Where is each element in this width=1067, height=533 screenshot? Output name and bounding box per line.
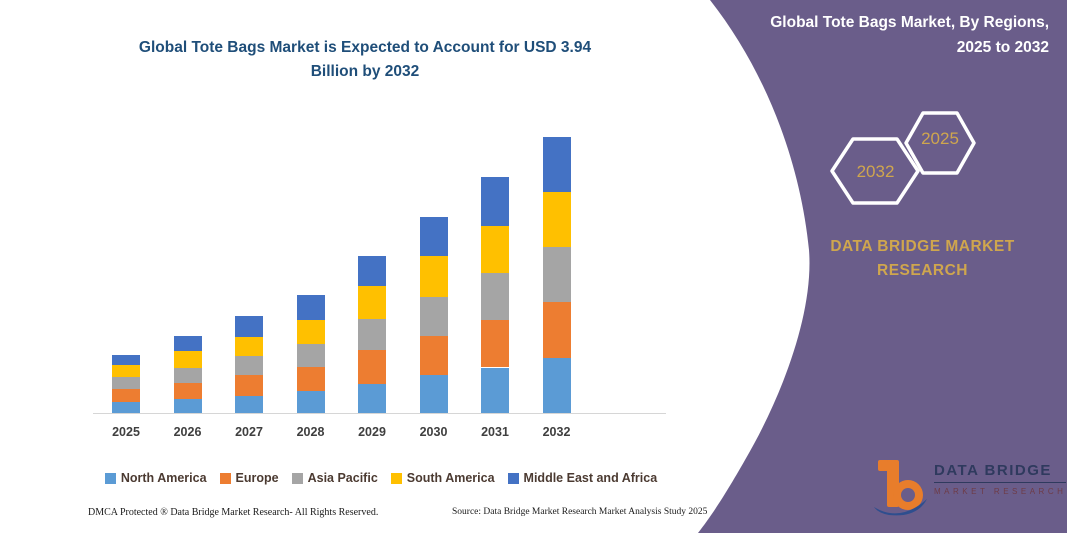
brand-wordmark: DATA BRIDGE MARKET RESEARCH bbox=[795, 235, 1050, 283]
hexagon-2025-label: 2025 bbox=[921, 129, 959, 148]
bar-segment-north-america-2025 bbox=[112, 401, 140, 413]
bar-segment-north-america-2026 bbox=[173, 399, 202, 413]
bar-segment-asia-pacific-2030 bbox=[419, 296, 448, 336]
bar-segment-middle-east-and-africa-2027 bbox=[235, 315, 263, 338]
bar-segment-south-america-2028 bbox=[296, 319, 325, 345]
bar-segment-north-america-2028 bbox=[296, 391, 325, 413]
chart-title: Global Tote Bags Market is Expected to A… bbox=[115, 36, 615, 84]
bar-segment-south-america-2026 bbox=[173, 351, 202, 369]
legend-swatch-middle-east-and-africa bbox=[507, 472, 519, 484]
data-bridge-logo: DATA BRIDGE MARKET RESEARCH bbox=[872, 452, 1067, 528]
x-axis-label-2030: 2030 bbox=[419, 425, 448, 439]
panel-title-line2: 2025 to 2032 bbox=[956, 39, 1049, 56]
legend-item-middle-east-and-africa: Middle East and Africa bbox=[507, 471, 658, 485]
panel-title: Global Tote Bags Market, By Regions, 202… bbox=[719, 10, 1049, 60]
x-axis-label-2031: 2031 bbox=[481, 425, 509, 439]
legend-swatch-north-america bbox=[104, 472, 116, 484]
x-axis-label-2029: 2029 bbox=[358, 425, 386, 439]
purple-panel-shape bbox=[698, 0, 1067, 533]
bar-segment-europe-2032 bbox=[542, 302, 571, 359]
x-axis-label-2025: 2025 bbox=[112, 425, 140, 439]
bar-segment-europe-2028 bbox=[296, 366, 325, 392]
bar-segment-south-america-2031 bbox=[481, 226, 509, 273]
hexagon-2032-label: 2032 bbox=[856, 162, 895, 181]
bar-segment-asia-pacific-2025 bbox=[112, 376, 140, 390]
bar-segment-south-america-2029 bbox=[358, 286, 386, 320]
legend-label-europe: Europe bbox=[235, 471, 279, 485]
logo-text-line1: DATA BRIDGE bbox=[934, 462, 1067, 483]
bar-segment-middle-east-and-africa-2031 bbox=[481, 177, 509, 227]
footer-copyright: DMCA Protected ® Data Bridge Market Rese… bbox=[88, 507, 379, 518]
brand-wordmark-line1: DATA BRIDGE MARKET bbox=[830, 238, 1015, 255]
legend-item-north-america: North America bbox=[104, 471, 207, 485]
bar-segment-europe-2025 bbox=[112, 389, 140, 402]
bar-segment-north-america-2029 bbox=[358, 383, 386, 413]
bar-segment-north-america-2027 bbox=[235, 396, 263, 413]
bar-segment-middle-east-and-africa-2030 bbox=[419, 217, 448, 256]
bar-segment-europe-2030 bbox=[419, 336, 448, 376]
brand-wordmark-line2: RESEARCH bbox=[877, 262, 968, 279]
x-axis-label-2032: 2032 bbox=[542, 425, 571, 439]
footer-source: Source: Data Bridge Market Research Mark… bbox=[452, 507, 708, 517]
bar-segment-south-america-2025 bbox=[112, 364, 140, 377]
x-axis-label-2027: 2027 bbox=[235, 425, 263, 439]
logo-text: DATA BRIDGE MARKET RESEARCH bbox=[934, 462, 1067, 496]
bar-segment-asia-pacific-2027 bbox=[235, 355, 263, 376]
x-axis-line bbox=[93, 412, 666, 414]
x-axis-label-2026: 2026 bbox=[173, 425, 202, 439]
bar-segment-middle-east-and-africa-2026 bbox=[173, 336, 202, 352]
bar-segment-europe-2027 bbox=[235, 375, 263, 397]
hexagon-2032-outline bbox=[830, 137, 920, 205]
chart-title-line1: Global Tote Bags Market is Expected to A… bbox=[138, 39, 592, 56]
bar-segment-europe-2031 bbox=[481, 319, 509, 368]
bar-segment-asia-pacific-2032 bbox=[542, 247, 571, 303]
bar-segment-south-america-2030 bbox=[419, 255, 448, 297]
bar-segment-asia-pacific-2031 bbox=[481, 273, 509, 320]
legend-label-middle-east-and-africa: Middle East and Africa bbox=[523, 471, 658, 485]
bar-segment-south-america-2027 bbox=[235, 337, 263, 356]
legend-label-north-america: North America bbox=[120, 471, 207, 485]
bar-segment-asia-pacific-2029 bbox=[358, 319, 386, 350]
logo-b-icon bbox=[874, 460, 927, 516]
panel-title-line1: Global Tote Bags Market, By Regions, bbox=[770, 14, 1049, 31]
bar-segment-middle-east-and-africa-2028 bbox=[296, 294, 325, 320]
bar-segment-middle-east-and-africa-2029 bbox=[358, 256, 386, 287]
bar-segment-north-america-2031 bbox=[481, 367, 509, 413]
logo-text-line2: MARKET RESEARCH bbox=[934, 487, 1067, 496]
legend-swatch-asia-pacific bbox=[291, 472, 303, 484]
legend-item-asia-pacific: Asia Pacific bbox=[291, 471, 378, 485]
chart-title-line2: Billion by 2032 bbox=[310, 63, 420, 80]
bar-segment-south-america-2032 bbox=[542, 191, 571, 248]
hexagon-2025-outline bbox=[904, 111, 976, 175]
x-axis-label-2028: 2028 bbox=[296, 425, 325, 439]
bar-segment-north-america-2032 bbox=[542, 358, 571, 413]
bar-segment-asia-pacific-2026 bbox=[173, 368, 202, 383]
bar-segment-north-america-2030 bbox=[419, 375, 448, 413]
legend-label-south-america: South America bbox=[406, 471, 495, 485]
legend-swatch-south-america bbox=[390, 472, 402, 484]
bar-segment-europe-2029 bbox=[358, 350, 386, 384]
legend-item-south-america: South America bbox=[390, 471, 495, 485]
bar-segment-middle-east-and-africa-2032 bbox=[542, 137, 571, 192]
chart-legend: North America Europe Asia Pacific South Ame… bbox=[95, 471, 667, 485]
legend-item-europe: Europe bbox=[219, 471, 279, 485]
legend-swatch-europe bbox=[219, 472, 231, 484]
legend-label-asia-pacific: Asia Pacific bbox=[307, 471, 378, 485]
bar-segment-asia-pacific-2028 bbox=[296, 344, 325, 367]
bar-segment-europe-2026 bbox=[173, 382, 202, 399]
bar-segment-middle-east-and-africa-2025 bbox=[112, 354, 140, 365]
